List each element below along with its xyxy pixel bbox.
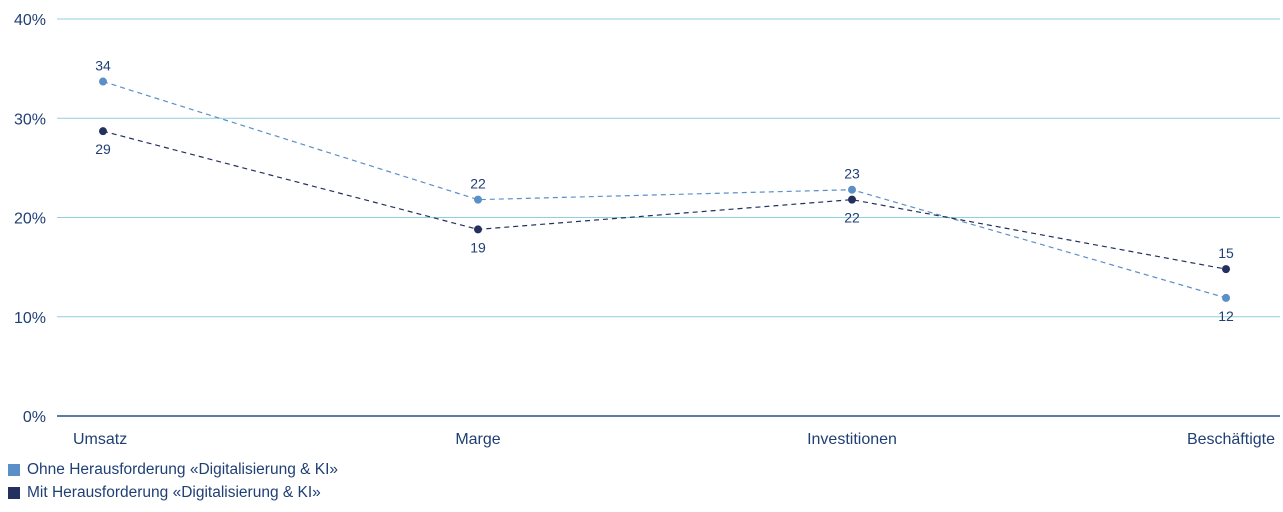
series-line [102, 80, 1227, 299]
data-label: 23 [844, 166, 860, 182]
data-label: 22 [844, 210, 860, 226]
x-axis-ticks: Umsatz Marge Investitionen Beschäftigte [73, 431, 1275, 448]
legend-label-mit: Mit Herausforderung «Digitalisierung & K… [27, 483, 321, 501]
y-tick-label: 0% [23, 409, 46, 426]
y-tick-label: 40% [14, 12, 46, 29]
grid-lines [57, 18, 1280, 417]
data-point [848, 195, 856, 204]
line-chart: 0% 10% 20% 30% 40% Umsatz Marge Investitionen B… [14, 12, 1280, 448]
data-label: 12 [1218, 308, 1234, 324]
data-label: 15 [1218, 245, 1234, 261]
y-tick-label: 20% [14, 211, 46, 228]
x-tick-label: Investitionen [807, 431, 897, 448]
data-point [474, 195, 482, 204]
data-label: 19 [470, 239, 486, 255]
data-point [1222, 293, 1230, 302]
data-label: 29 [95, 141, 111, 157]
series-line [102, 130, 1227, 270]
legend-swatch-ohne [8, 463, 20, 476]
data-point [474, 225, 482, 234]
y-axis-ticks: 0% 10% 20% 30% 40% [14, 12, 46, 426]
data-point [99, 127, 107, 136]
x-tick-label: Beschäftigte [1187, 431, 1275, 448]
x-tick-label: Marge [455, 431, 500, 448]
y-tick-label: 30% [14, 111, 46, 128]
data-point [99, 77, 107, 86]
series-layer: 34 22 23 12 29 19 22 15 [95, 58, 1234, 324]
data-label: 34 [95, 58, 111, 74]
y-tick-label: 10% [14, 310, 46, 327]
data-point [1222, 265, 1230, 274]
legend-item-mit: Mit Herausforderung «Digitalisierung & K… [8, 481, 338, 504]
legend-swatch-mit [8, 486, 20, 499]
data-label: 22 [470, 176, 486, 192]
legend: Ohne Herausforderung «Digitalisierung & … [8, 458, 338, 504]
data-point [848, 185, 856, 194]
legend-item-ohne: Ohne Herausforderung «Digitalisierung & … [8, 458, 338, 481]
x-tick-label: Umsatz [73, 431, 127, 448]
legend-label-ohne: Ohne Herausforderung «Digitalisierung & … [27, 460, 339, 478]
